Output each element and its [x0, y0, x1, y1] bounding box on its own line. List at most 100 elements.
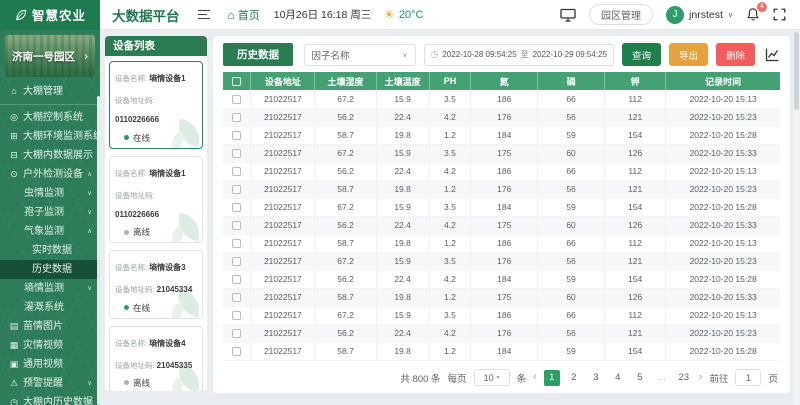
page-number-button[interactable]: 23	[678, 371, 690, 383]
sidebar-item[interactable]: ⌂ 大棚管理	[0, 82, 100, 105]
sidebar-item[interactable]: 气象监测 ∧	[0, 222, 100, 241]
export-button[interactable]: 导出	[668, 43, 708, 66]
page-number-button[interactable]: 1	[543, 369, 560, 386]
park-manage-button[interactable]: 园区管理	[589, 4, 654, 25]
collapse-menu-icon[interactable]	[197, 9, 210, 20]
status-dot	[124, 380, 129, 386]
home-nav[interactable]: ⌂ 首页	[228, 7, 260, 23]
sidebar-item[interactable]: ◷ 大棚内历史数据 ∨	[0, 393, 100, 405]
line-chart-button[interactable]	[765, 47, 780, 62]
table-cell: 66	[537, 162, 605, 181]
row-checkbox[interactable]	[232, 131, 242, 141]
row-checkbox[interactable]	[232, 94, 242, 104]
page-scrollbar[interactable]	[793, 30, 800, 405]
sidebar-item[interactable]: ▤ 苗情图片	[0, 317, 100, 336]
row-checkbox[interactable]	[232, 257, 242, 267]
table-cell: 15.9	[376, 144, 430, 163]
greenhouse-manage-icon: ⌂	[11, 86, 17, 96]
device-card[interactable]: 设备名称: 墒情设备1 设备地址码: 0110226666 在线	[109, 61, 203, 149]
prev-page-button[interactable]: ‹	[533, 371, 537, 383]
delete-button[interactable]: 删除	[715, 43, 755, 66]
history-clock-icon: ◷	[10, 397, 18, 405]
fullscreen-icon[interactable]	[773, 8, 786, 21]
sidebar-item[interactable]: ⚠ 预警提醒 ∨	[0, 374, 100, 393]
filter-bar: 历史数据 因子名称 ∨ ◷ 2022-10-28 09:54:25 至 2022…	[213, 36, 790, 72]
goto-page-input[interactable]: 1	[735, 369, 762, 386]
table-cell: 22.4	[376, 108, 430, 127]
date-range-picker[interactable]: ◷ 2022-10-28 09:54:25 至 2022-10-29 09:54…	[423, 43, 614, 66]
sidebar-item[interactable]: ▦ 灾情视频	[0, 336, 100, 355]
next-page-button[interactable]: ›	[698, 371, 703, 383]
alert-warning-icon: ⚠	[9, 378, 19, 388]
row-checkbox[interactable]	[232, 203, 242, 213]
table-cell: 3.5	[429, 252, 472, 271]
sidebar-item[interactable]: 实时数据	[0, 241, 100, 260]
row-checkbox[interactable]	[232, 347, 242, 357]
chevron-down-icon: ∨	[87, 190, 92, 197]
table-row: 21022517 56.2 22.4 4.2 184 59 154 2022-10-20 15…	[223, 270, 780, 289]
page-number-button[interactable]: 4	[615, 371, 621, 383]
table-cell: 22.4	[376, 216, 430, 235]
device-card[interactable]: 设备名称: 墒情设备1 设备地址码: 0110226666 离线	[109, 155, 203, 244]
table-row: 21022517 56.2 22.4 4.2 176 56 121 2022-10-20 15…	[223, 108, 780, 127]
table-cell: 58.7	[314, 288, 377, 307]
sidebar-item[interactable]: ▣ 通用视频	[0, 355, 100, 374]
user-menu[interactable]: J jnrstest ∨	[666, 5, 733, 24]
row-checkbox[interactable]	[232, 275, 242, 285]
table-cell: 176	[470, 180, 539, 199]
row-checkbox[interactable]	[232, 293, 242, 303]
table-cell: 126	[604, 216, 667, 235]
select-all-checkbox[interactable]	[232, 77, 242, 87]
row-checkbox[interactable]	[232, 239, 242, 249]
sidebar-item[interactable]: 灌溉系统	[0, 298, 100, 317]
row-checkbox[interactable]	[232, 149, 242, 159]
row-checkbox[interactable]	[232, 113, 242, 123]
page-number-button[interactable]: 2	[571, 371, 577, 383]
page-number-button[interactable]: 3	[593, 371, 599, 383]
notifications-button[interactable]: 4	[746, 2, 767, 22]
row-checkbox[interactable]	[232, 221, 242, 231]
sidebar-item[interactable]: 历史数据	[0, 260, 100, 279]
table-cell: 15.9	[376, 306, 430, 325]
line-chart-icon	[765, 48, 779, 62]
header-actions: 园区管理 J jnrstest ∨ 4	[560, 2, 800, 25]
sidebar-item[interactable]: ◎ 大棚控制系统	[0, 108, 100, 127]
sidebar-item[interactable]: 墒情监测 ∨	[0, 279, 100, 298]
table-cell: 22.4	[376, 270, 430, 289]
sidebar-item[interactable]: ⊞ 大棚环境监测系统	[0, 127, 100, 146]
device-status: 离线	[115, 377, 197, 389]
row-checkbox[interactable]	[232, 311, 242, 321]
table-cell: 186	[470, 90, 539, 109]
device-card[interactable]: 设备名称: 墒情设备3 设备地址码: 21045334 在线	[109, 250, 203, 319]
sidebar-item[interactable]: ⊟ 大棚内数据展示	[0, 146, 100, 165]
factor-select[interactable]: 因子名称 ∨	[303, 43, 416, 66]
sidebar-item[interactable]: 虫情监测 ∨	[0, 184, 100, 203]
page-number-button[interactable]: 5	[637, 371, 643, 383]
column-header: 钾	[604, 72, 667, 90]
table-cell: 184	[470, 270, 539, 289]
sidebar-scrollbar[interactable]	[97, 96, 100, 405]
query-button[interactable]: 查询	[621, 43, 661, 66]
table-cell: 56.2	[314, 108, 377, 127]
sidebar-item[interactable]: ⊙ 户外检测设备 ∧	[0, 165, 100, 184]
table-row: 21022517 67.2 15.9 3.5 186 66 112 2022-10-20 15…	[223, 90, 780, 109]
scrollbar-thumb[interactable]	[794, 32, 799, 110]
sidebar-item[interactable]: 孢子监测 ∨	[0, 203, 100, 222]
park-selector-banner[interactable]: 济南一号园区 ›	[5, 35, 95, 77]
row-checkbox[interactable]	[232, 329, 242, 339]
table-cell: 2022-10-20 15:23	[665, 324, 780, 343]
table-cell: 4.2	[429, 108, 472, 127]
park-name: 济南一号园区	[12, 50, 75, 63]
row-checkbox[interactable]	[232, 185, 242, 195]
device-name-value: 墒情设备3	[149, 263, 186, 273]
table-cell: 2022-10-20 15:28	[665, 198, 780, 217]
page-size-select[interactable]: 10 ▾	[473, 369, 510, 386]
table-cell: 58.7	[314, 180, 377, 199]
table-cell: 15.9	[376, 252, 430, 271]
device-card[interactable]: 设备名称: 墒情设备4 设备地址码: 21045335 离线	[109, 325, 203, 391]
chevron-down-icon: ∨	[87, 209, 92, 216]
home-icon: ⌂	[227, 7, 235, 22]
monitor-icon[interactable]	[560, 8, 576, 22]
table-cell: 1.2	[429, 234, 472, 253]
row-checkbox[interactable]	[232, 167, 242, 177]
